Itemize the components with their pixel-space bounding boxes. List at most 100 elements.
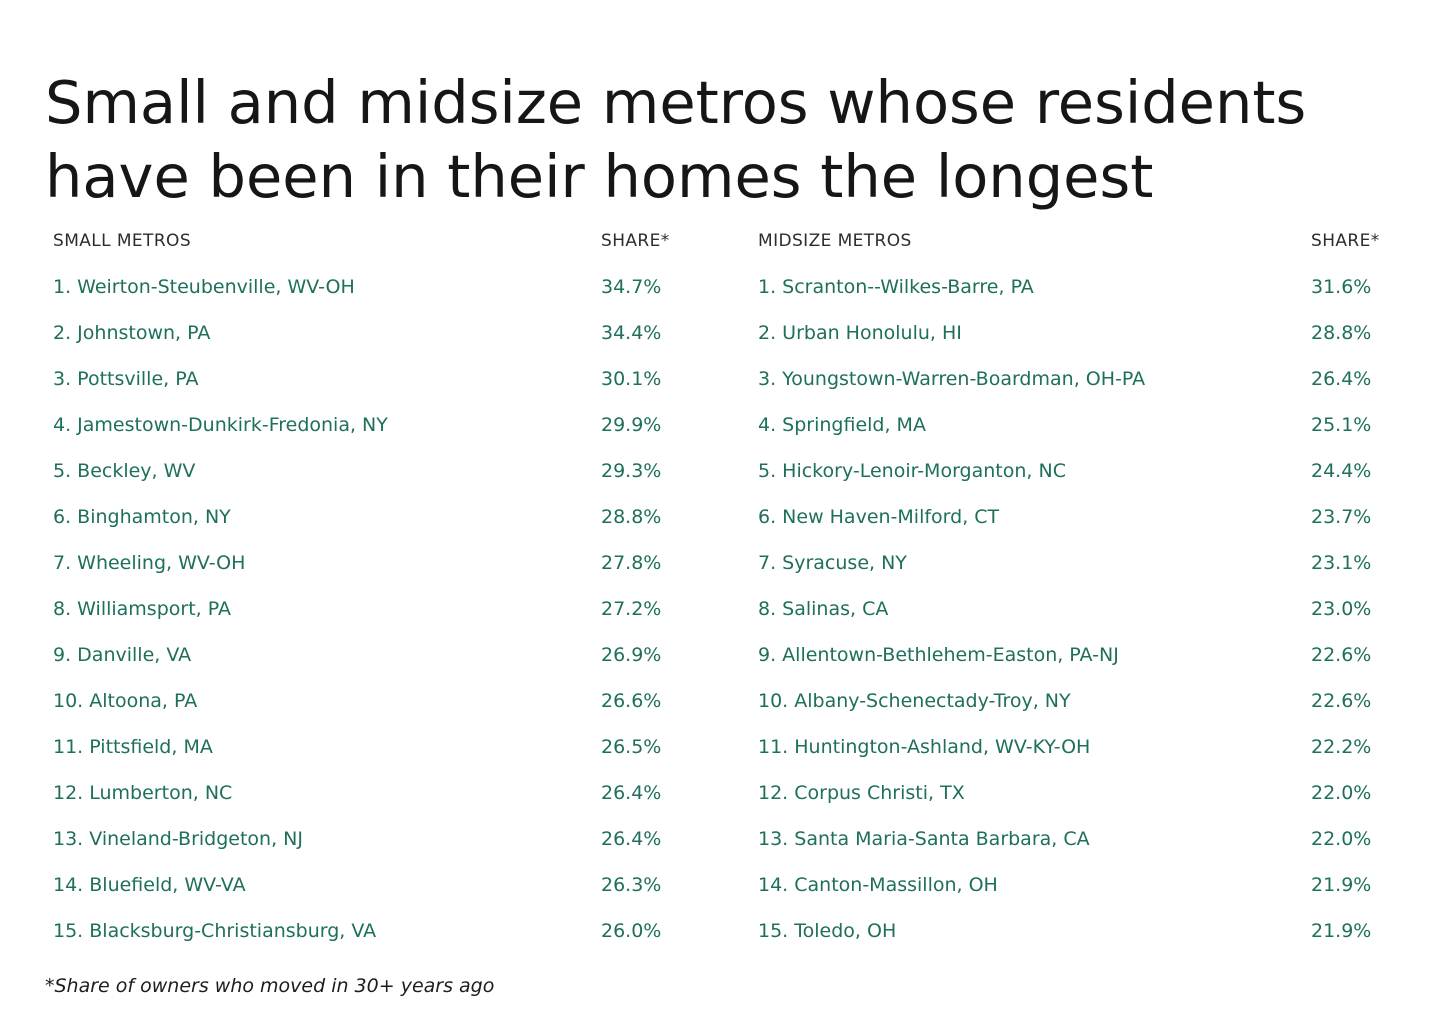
metro-label: 13. Santa Maria-Santa Barbara, CA — [758, 828, 1090, 850]
share-value: 29.3% — [601, 460, 662, 482]
share-value: 34.4% — [601, 322, 662, 344]
share-value: 27.8% — [601, 552, 662, 574]
table-row: 12. Lumberton, NC 26.4% — [53, 770, 758, 816]
metro-label: 5. Beckley, WV — [53, 460, 196, 482]
metro-label: 7. Syracuse, NY — [758, 552, 907, 574]
metro-label: 10. Albany-Schenectady-Troy, NY — [758, 690, 1071, 712]
share-value: 29.9% — [601, 414, 662, 436]
table-row: 14. Bluefield, WV-VA 26.3% — [53, 862, 758, 908]
share-value: 26.4% — [601, 782, 662, 804]
share-value: 24.4% — [1311, 460, 1372, 482]
table-row: 10. Altoona, PA 26.6% — [53, 678, 758, 724]
table-row: 13. Vineland-Bridgeton, NJ 26.4% — [53, 816, 758, 862]
small-metros-column-header: SMALL METROS — [53, 231, 192, 251]
footnote: *Share of owners who moved in 30+ years … — [45, 975, 495, 997]
table-row: 5. Beckley, WV 29.3% — [53, 448, 758, 494]
table-row: 10. Albany-Schenectady-Troy, NY 22.6% — [758, 678, 1395, 724]
table-row: 7. Wheeling, WV-OH 27.8% — [53, 540, 758, 586]
share-value: 21.9% — [1311, 920, 1372, 942]
metro-label: 8. Williamsport, PA — [53, 598, 231, 620]
metro-label: 9. Allentown-Bethlehem-Easton, PA-NJ — [758, 644, 1119, 666]
share-value: 26.5% — [601, 736, 662, 758]
metro-label: 4. Jamestown-Dunkirk-Fredonia, NY — [53, 414, 388, 436]
table-row: 15. Blacksburg-Christiansburg, VA 26.0% — [53, 908, 758, 954]
share-value: 22.6% — [1311, 690, 1372, 712]
table-row: 11. Huntington-Ashland, WV-KY-OH 22.2% — [758, 724, 1395, 770]
table-row: 1. Weirton-Steubenville, WV-OH 34.7% — [53, 264, 758, 310]
share-value: 22.0% — [1311, 828, 1372, 850]
share-column-header: SHARE* — [601, 231, 670, 251]
table-row: 3. Youngstown-Warren-Boardman, OH-PA 26.… — [758, 356, 1395, 402]
metro-label: 11. Huntington-Ashland, WV-KY-OH — [758, 736, 1091, 758]
metro-label: 1. Scranton--Wilkes-Barre, PA — [758, 276, 1034, 298]
metro-label: 13. Vineland-Bridgeton, NJ — [53, 828, 303, 850]
table-row: 2. Urban Honolulu, HI 28.8% — [758, 310, 1395, 356]
metro-label: 3. Youngstown-Warren-Boardman, OH-PA — [758, 368, 1146, 390]
midsize-metros-table: MIDSIZE METROS SHARE* 1. Scranton--Wilke… — [758, 218, 1395, 954]
table-row: 5. Hickory-Lenoir-Morganton, NC 24.4% — [758, 448, 1395, 494]
table-row: 1. Scranton--Wilkes-Barre, PA 31.6% — [758, 264, 1395, 310]
midsize-metros-header-row: MIDSIZE METROS SHARE* — [758, 218, 1395, 264]
table-row: 4. Jamestown-Dunkirk-Fredonia, NY 29.9% — [53, 402, 758, 448]
metro-label: 14. Canton-Massillon, OH — [758, 874, 998, 896]
table-row: 3. Pottsville, PA 30.1% — [53, 356, 758, 402]
metro-label: 10. Altoona, PA — [53, 690, 198, 712]
share-value: 28.8% — [601, 506, 662, 528]
share-value: 28.8% — [1311, 322, 1372, 344]
metro-label: 2. Johnstown, PA — [53, 322, 211, 344]
metro-label: 6. Binghamton, NY — [53, 506, 231, 528]
table-row: 6. New Haven-Milford, CT 23.7% — [758, 494, 1395, 540]
metro-label: 8. Salinas, CA — [758, 598, 889, 620]
small-metros-header-row: SMALL METROS SHARE* — [53, 218, 758, 264]
share-value: 30.1% — [601, 368, 662, 390]
table-row: 11. Pittsfield, MA 26.5% — [53, 724, 758, 770]
metro-label: 12. Lumberton, NC — [53, 782, 233, 804]
share-value: 26.9% — [601, 644, 662, 666]
table-row: 7. Syracuse, NY 23.1% — [758, 540, 1395, 586]
table-row: 4. Springfield, MA 25.1% — [758, 402, 1395, 448]
metro-label: 9. Danville, VA — [53, 644, 192, 666]
metro-label: 11. Pittsfield, MA — [53, 736, 213, 758]
table-row: 15. Toledo, OH 21.9% — [758, 908, 1395, 954]
small-metros-table: SMALL METROS SHARE* 1. Weirton-Steubenvi… — [53, 218, 758, 954]
share-value: 23.0% — [1311, 598, 1372, 620]
share-value: 31.6% — [1311, 276, 1372, 298]
page-title: Small and midsize metros whose residents… — [45, 67, 1307, 211]
share-value: 27.2% — [601, 598, 662, 620]
table-row: 13. Santa Maria-Santa Barbara, CA 22.0% — [758, 816, 1395, 862]
share-value: 23.7% — [1311, 506, 1372, 528]
share-value: 22.6% — [1311, 644, 1372, 666]
table-row: 6. Binghamton, NY 28.8% — [53, 494, 758, 540]
table-row: 14. Canton-Massillon, OH 21.9% — [758, 862, 1395, 908]
share-value: 26.4% — [1311, 368, 1372, 390]
table-row: 12. Corpus Christi, TX 22.0% — [758, 770, 1395, 816]
metro-label: 3. Pottsville, PA — [53, 368, 199, 390]
share-value: 23.1% — [1311, 552, 1372, 574]
metro-label: 7. Wheeling, WV-OH — [53, 552, 246, 574]
metro-label: 6. New Haven-Milford, CT — [758, 506, 1000, 528]
share-column-header: SHARE* — [1311, 231, 1380, 251]
metro-label: 15. Toledo, OH — [758, 920, 897, 942]
table-row: 9. Allentown-Bethlehem-Easton, PA-NJ 22.… — [758, 632, 1395, 678]
table-row: 8. Salinas, CA 23.0% — [758, 586, 1395, 632]
share-value: 25.1% — [1311, 414, 1372, 436]
metro-label: 1. Weirton-Steubenville, WV-OH — [53, 276, 355, 298]
small-metros-rows: 1. Weirton-Steubenville, WV-OH 34.7% 2. … — [53, 264, 758, 954]
table-row: 2. Johnstown, PA 34.4% — [53, 310, 758, 356]
share-value: 22.0% — [1311, 782, 1372, 804]
metro-label: 4. Springfield, MA — [758, 414, 926, 436]
share-value: 26.4% — [601, 828, 662, 850]
metro-label: 15. Blacksburg-Christiansburg, VA — [53, 920, 377, 942]
share-value: 26.6% — [601, 690, 662, 712]
midsize-metros-column-header: MIDSIZE METROS — [758, 231, 912, 251]
table-row: 8. Williamsport, PA 27.2% — [53, 586, 758, 632]
table-row: 9. Danville, VA 26.9% — [53, 632, 758, 678]
share-value: 26.0% — [601, 920, 662, 942]
metro-label: 14. Bluefield, WV-VA — [53, 874, 246, 896]
midsize-metros-rows: 1. Scranton--Wilkes-Barre, PA 31.6% 2. U… — [758, 264, 1395, 954]
share-value: 26.3% — [601, 874, 662, 896]
metro-label: 2. Urban Honolulu, HI — [758, 322, 962, 344]
metro-label: 12. Corpus Christi, TX — [758, 782, 965, 804]
share-value: 22.2% — [1311, 736, 1372, 758]
share-value: 34.7% — [601, 276, 662, 298]
